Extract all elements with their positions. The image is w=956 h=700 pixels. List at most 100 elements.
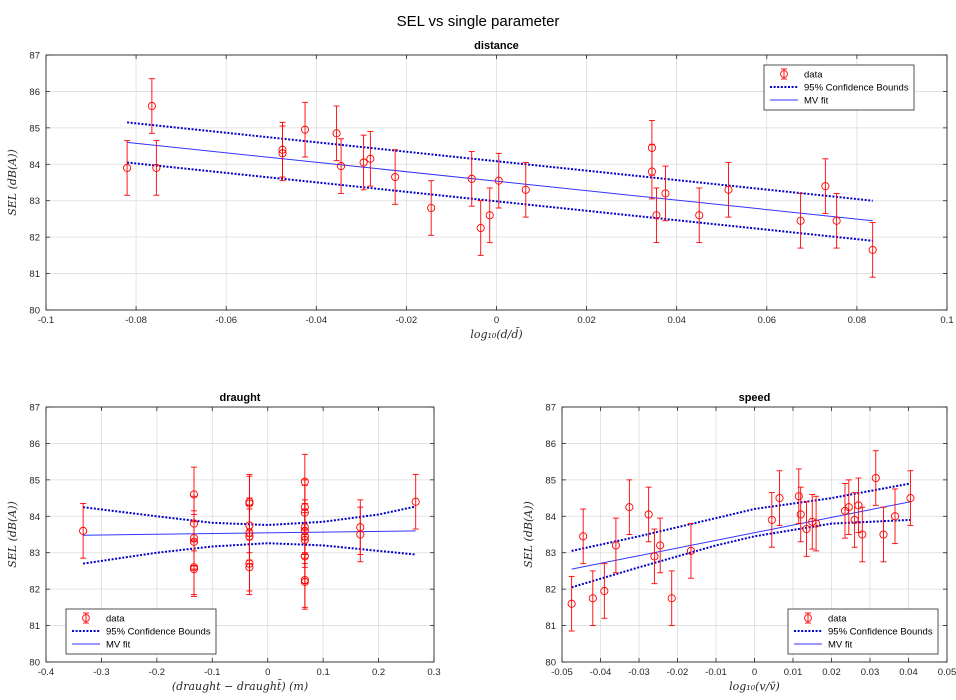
data-point (147, 101, 156, 111)
y-tick-label: 84 (29, 160, 40, 171)
data-point (871, 473, 880, 483)
confidence-bound-upper (82, 505, 416, 527)
y-tick-label: 84 (545, 512, 556, 523)
data-point (476, 223, 485, 233)
data-point (521, 185, 530, 194)
y-axis-label: SEL (dB(A)) (522, 501, 535, 568)
legend-swatch-marker (804, 614, 812, 622)
y-tick-label: 82 (29, 233, 40, 244)
x-tick-label: 0.2 (372, 667, 385, 678)
data-point (796, 216, 805, 225)
data-point (832, 216, 841, 225)
x-tick-label: 0.04 (667, 315, 686, 326)
legend-swatch-marker (82, 614, 90, 622)
data-point (391, 172, 400, 182)
plot-content (123, 78, 877, 278)
y-tick-label: 82 (545, 585, 556, 596)
chart-distance: -0.1 -0.08 -0.06 -0.04 -0.02 0 0.02 0.04 0.06 0.0… (6, 40, 954, 341)
data-point (579, 532, 588, 541)
legend: data 95% Confidence Bounds MV fit (787, 608, 939, 655)
chart-title: distance (474, 40, 519, 52)
y-axis-label: SEL (dB(A)) (6, 501, 19, 568)
x-tick-label: -0.4 (38, 667, 54, 678)
y-tick-label: 85 (545, 475, 556, 486)
x-tick-label: 0.01 (784, 667, 803, 678)
chart-speed: -0.05 -0.04 -0.03 -0.02 -0.01 0 0.01 0.02 0.03 0.… (522, 392, 956, 693)
y-tick-label: 83 (29, 196, 40, 207)
y-axis-label: SEL (dB(A)) (6, 149, 19, 216)
y-tick-label: 81 (29, 269, 40, 280)
figure-title: SEL vs single parameter (397, 13, 560, 30)
data-point (775, 494, 784, 503)
y-tick-label: 85 (29, 475, 40, 486)
data-point (644, 510, 653, 519)
x-tick-label: -0.05 (551, 667, 573, 678)
x-axis-label: (draught − draught̄) (m) (172, 680, 308, 693)
data-point (858, 530, 867, 539)
x-tick-label: -0.02 (396, 315, 418, 326)
x-axis-label: log₁₀(d/d̄) (470, 328, 522, 341)
x-tick-label: 0.06 (758, 315, 777, 326)
y-tick-label: 87 (545, 403, 556, 414)
confidence-bound-lower (126, 161, 873, 242)
axes-box (561, 406, 948, 663)
data-point (567, 599, 576, 608)
plot-content (79, 453, 420, 610)
x-tick-label: 0.02 (577, 315, 596, 326)
x-tick-label: -0.03 (628, 667, 650, 678)
data-point (647, 167, 656, 176)
x-tick-label: 0.03 (861, 667, 880, 678)
data-point (767, 515, 776, 524)
y-tick-label: 80 (545, 658, 556, 669)
data-point (278, 149, 287, 158)
fit-line (571, 501, 911, 570)
data-point (906, 494, 915, 503)
legend-entry-fit: MV fit (106, 640, 131, 651)
data-point (332, 129, 341, 138)
data-point (485, 211, 494, 220)
data-point (411, 497, 420, 506)
y-tick-label: 84 (29, 512, 40, 523)
x-tick-label: 0.1 (317, 667, 330, 678)
y-tick-label: 86 (29, 439, 40, 450)
y-tick-label: 83 (29, 548, 40, 559)
x-tick-label: 0.3 (427, 667, 440, 678)
data-point (427, 203, 436, 213)
chart-title: speed (739, 392, 771, 404)
data-point (300, 125, 310, 134)
confidence-bound-upper (126, 121, 873, 202)
axes-box (45, 54, 948, 311)
y-tick-label: 80 (29, 658, 40, 669)
data-point (123, 163, 132, 172)
legend-entry-fit: MV fit (828, 640, 853, 651)
y-tick-label: 83 (545, 548, 556, 559)
y-tick-label: 87 (29, 403, 40, 414)
data-point (661, 189, 670, 198)
data-point (337, 162, 346, 171)
data-point (796, 510, 805, 519)
data-point (879, 530, 888, 539)
x-tick-label: -0.02 (667, 667, 689, 678)
y-tick-label: 82 (29, 585, 40, 596)
legend-entry-fit: MV fit (804, 96, 829, 107)
y-tick-label: 81 (545, 621, 556, 632)
y-tick-label: 87 (29, 51, 40, 62)
legend-swatch-marker (780, 70, 788, 78)
data-point (821, 182, 830, 191)
data-point (656, 541, 665, 550)
x-tick-label: -0.3 (93, 667, 109, 678)
legend-entry-data: data (106, 614, 125, 625)
x-tick-label: 0 (494, 315, 499, 326)
data-point (600, 586, 609, 596)
data-point (724, 185, 733, 194)
data-point (625, 503, 634, 512)
data-point (588, 594, 597, 603)
x-axis-label: log₁₀(v/v̄) (729, 680, 780, 693)
y-tick-label: 86 (29, 87, 40, 98)
data-point (359, 158, 368, 167)
x-tick-label: -0.06 (215, 315, 237, 326)
x-tick-label: -0.08 (125, 315, 147, 326)
x-tick-label: -0.04 (305, 315, 327, 326)
data-point (467, 174, 476, 183)
